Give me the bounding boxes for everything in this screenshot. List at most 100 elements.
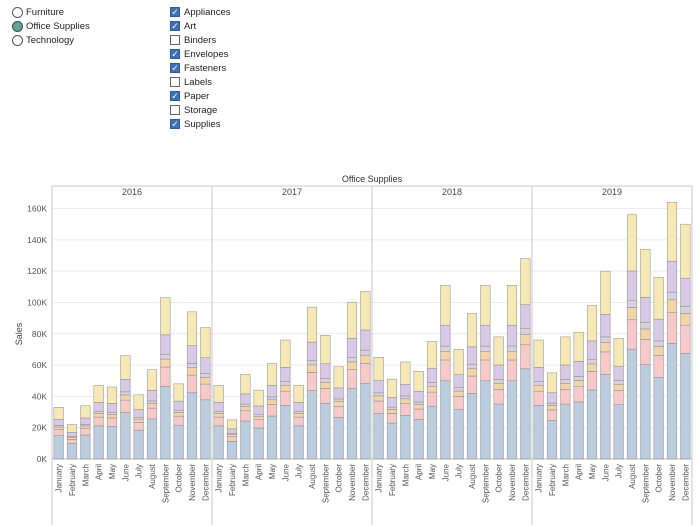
bar-segment — [613, 390, 624, 406]
x-tick-label: October — [655, 464, 664, 493]
bar-segment — [360, 291, 371, 331]
checkbox-unchecked-icon[interactable] — [170, 35, 180, 45]
bar-segment — [120, 399, 131, 413]
subcategory-option-paper[interactable]: ✓ Paper — [170, 89, 209, 103]
x-tick-label: November — [348, 464, 357, 501]
bar-segment — [466, 346, 478, 365]
bar-segment — [573, 401, 584, 460]
bar-segment — [120, 412, 131, 460]
subcategory-option-binders[interactable]: Binders — [170, 33, 216, 47]
bar-segment — [480, 359, 491, 382]
bar-segment — [613, 365, 624, 381]
subcategory-option-supplies[interactable]: ✓ Supplies — [170, 117, 220, 131]
bar-segment — [93, 413, 104, 418]
bar-segment — [373, 356, 384, 381]
bar-segment — [613, 380, 624, 385]
bar-segment — [653, 346, 664, 356]
category-option-label: Technology — [26, 34, 75, 46]
checkbox-unchecked-icon[interactable] — [170, 77, 180, 87]
bar-segment — [53, 429, 64, 437]
bar-segment — [186, 374, 198, 394]
subcategory-option-storage[interactable]: Storage — [170, 103, 217, 117]
x-tick-label: May — [428, 464, 437, 479]
bar-segment — [413, 419, 424, 460]
bar-segment — [133, 394, 144, 410]
bar-segment — [680, 306, 691, 314]
subcategory-option-appliances[interactable]: ✓ Appliances — [170, 5, 230, 19]
bar-segment — [280, 339, 291, 368]
bar-segment — [200, 373, 211, 378]
bar-segment — [573, 380, 584, 387]
bar-segment — [613, 384, 624, 391]
bar-segment — [93, 410, 104, 414]
bar-segment — [466, 313, 478, 348]
checkbox-checked-icon[interactable]: ✓ — [170, 49, 180, 59]
bar-segment — [320, 382, 331, 389]
subcategory-option-labels[interactable]: Labels — [170, 75, 212, 89]
bar-segment — [266, 363, 278, 386]
bar-segment — [333, 417, 344, 460]
bar-segment — [626, 348, 638, 460]
bar-segment — [373, 380, 384, 394]
x-tick-label: January — [215, 464, 224, 492]
category-option-label: Office Supplies — [26, 20, 90, 32]
subcategory-option-label: Envelopes — [184, 48, 229, 60]
bar-segment — [653, 340, 664, 347]
bar-segment — [506, 351, 518, 361]
bar-segment — [200, 377, 211, 385]
x-tick-label: December — [521, 464, 530, 501]
checkbox-checked-icon[interactable]: ✓ — [170, 21, 180, 31]
bar-segment — [666, 312, 678, 344]
bar-segment — [186, 367, 198, 376]
bar-segment — [346, 356, 358, 363]
bar-segment — [680, 223, 691, 279]
category-option-office-supplies[interactable]: Office Supplies — [12, 19, 90, 33]
radio-button-icon[interactable] — [12, 6, 23, 18]
bar-segment — [160, 334, 171, 355]
bar-segment — [253, 389, 264, 407]
bar-segment — [520, 328, 531, 336]
bar-segment — [546, 402, 558, 406]
subcategory-option-envelopes[interactable]: ✓ Envelopes — [170, 47, 228, 61]
bar-segment — [493, 389, 504, 405]
bar-segment — [66, 439, 78, 444]
bar-segment — [560, 364, 571, 380]
bar-segment — [280, 390, 291, 406]
bar-segment — [360, 363, 371, 384]
bar-segment — [146, 403, 158, 409]
checkbox-checked-icon[interactable]: ✓ — [170, 63, 180, 73]
bar-segment — [173, 383, 184, 402]
bar-segment — [213, 410, 224, 414]
category-option-furniture[interactable]: Furniture — [12, 5, 64, 19]
chart-title: Office Supplies — [342, 174, 403, 184]
bar-segment — [53, 426, 64, 430]
year-header: 2016 — [122, 187, 142, 197]
bar-segment — [213, 402, 224, 412]
bar-segment — [453, 387, 464, 392]
subcategory-option-fasteners[interactable]: ✓ Fasteners — [170, 61, 226, 75]
bar-segment — [386, 378, 398, 398]
x-tick-label: September — [161, 464, 170, 503]
checkbox-checked-icon[interactable]: ✓ — [170, 119, 180, 129]
bar-segment — [240, 403, 251, 407]
bar-segment — [533, 384, 544, 392]
bar-segment — [173, 415, 184, 426]
category-option-technology[interactable]: Technology — [12, 33, 74, 47]
subcategory-option-art[interactable]: ✓ Art — [170, 19, 196, 33]
bar-segment — [306, 390, 318, 460]
checkbox-unchecked-icon[interactable] — [170, 105, 180, 115]
bar-segment — [133, 409, 144, 418]
checkbox-checked-icon[interactable]: ✓ — [170, 91, 180, 101]
radio-button-icon[interactable] — [12, 34, 23, 46]
bar-segment — [360, 349, 371, 356]
bar-segment — [373, 412, 384, 460]
x-tick-label: June — [441, 463, 450, 481]
bar-segment — [493, 364, 504, 380]
bar-segment — [160, 366, 171, 387]
checkbox-checked-icon[interactable]: ✓ — [170, 7, 180, 17]
bar-segment — [520, 344, 531, 370]
x-tick-label: February — [388, 464, 397, 496]
radio-button-selected-icon[interactable] — [12, 20, 23, 32]
bar-segment — [453, 390, 464, 397]
bar-segment — [680, 313, 691, 326]
